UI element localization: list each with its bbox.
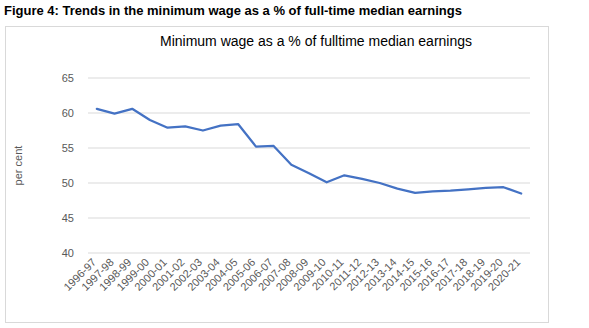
grid-line bbox=[88, 253, 530, 254]
x-tick-label: 2020-21 bbox=[486, 256, 523, 293]
data-line bbox=[97, 109, 521, 194]
y-axis-label: per cent bbox=[12, 146, 24, 186]
y-tick-label: 45 bbox=[62, 212, 74, 224]
grid-line bbox=[88, 218, 530, 219]
grid-line bbox=[88, 113, 530, 114]
grid-line bbox=[88, 78, 530, 79]
figure-caption: Figure 4: Trends in the minimum wage as … bbox=[4, 3, 462, 18]
y-tick-label: 50 bbox=[62, 177, 74, 189]
y-tick-label: 65 bbox=[62, 72, 74, 84]
plot-area bbox=[97, 109, 521, 194]
chart-frame bbox=[6, 27, 549, 323]
grid-line bbox=[88, 183, 530, 184]
grid-line bbox=[88, 148, 530, 149]
chart: Figure 4: Trends in the minimum wage as … bbox=[0, 0, 589, 328]
y-tick-label: 55 bbox=[62, 142, 74, 154]
chart-title: Minimum wage as a % of fulltime median e… bbox=[160, 33, 472, 49]
y-tick-label: 40 bbox=[62, 247, 74, 259]
y-tick-label: 60 bbox=[62, 107, 74, 119]
